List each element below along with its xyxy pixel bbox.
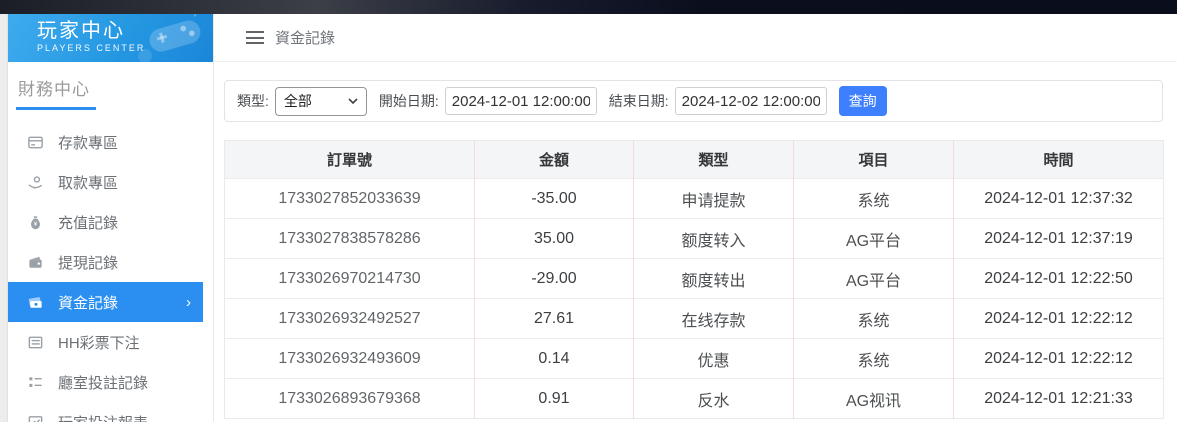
amount-cell: 35.00: [474, 218, 634, 259]
type-select-value: 全部: [283, 93, 312, 109]
sidebar-item-player-bet-report[interactable]: 玩家投注報表: [8, 402, 203, 422]
time-cell: 2024-12-01 12:37:19: [953, 218, 1164, 259]
project-cell: AG平台: [793, 258, 954, 299]
time-cell: 2024-12-01 12:22:50: [953, 258, 1164, 299]
project-cell: AG平台: [793, 218, 954, 259]
page-header: 資金記錄: [214, 14, 1177, 62]
col-project: 項目: [793, 140, 954, 179]
sidebar-header: 玩家中心 PLAYERS CENTER: [8, 14, 213, 62]
chevron-right-icon: ›: [186, 293, 191, 311]
time-cell: 2024-12-01 12:22:12: [953, 338, 1164, 379]
search-button[interactable]: 查詢: [838, 86, 887, 116]
table-row: 1733027838578286 35.00 额度转入 AG平台 2024-12…: [224, 218, 1164, 259]
sidebar-item-label: 存款專區: [58, 134, 119, 152]
time-cell: 2024-12-01 12:22:12: [953, 298, 1164, 339]
chevron-down-icon: [348, 98, 358, 104]
end-date-label: 結束日期:: [608, 93, 669, 109]
hamburger-icon[interactable]: [246, 31, 264, 44]
table-row: 1733026970214730 -29.00 额度转出 AG平台 2024-1…: [224, 258, 1164, 299]
sidebar-item-recharge-records[interactable]: ¥ 充值記錄: [8, 202, 203, 242]
sidebar-menu: 存款專區 取款專區 ¥ 充值記錄 提現記錄 資金記錄 ›: [8, 122, 213, 422]
sidebar-item-label: 取款專區: [58, 174, 119, 192]
report-chart-icon: [27, 414, 44, 422]
time-cell: 2024-12-01 12:37:32: [953, 178, 1164, 219]
project-cell: 系统: [793, 298, 954, 339]
sidebar-item-label: 提現記錄: [58, 254, 119, 272]
app-subtitle: PLAYERS CENTER: [37, 43, 146, 53]
sidebar-item-deposit-zone[interactable]: 存款專區: [8, 122, 203, 162]
sidebar-item-label: 資金記錄: [58, 294, 119, 312]
withdraw-hand-icon: [27, 174, 44, 191]
sidebar-item-hh-lottery-bets[interactable]: HH彩票下注: [8, 322, 203, 362]
table-row: 1733026893679368 0.91 反水 AG视讯 2024-12-01…: [224, 378, 1164, 419]
wallet-icon: [27, 254, 44, 271]
sidebar-item-label: 充值記錄: [58, 214, 119, 232]
order-no-cell: 1733026893679368: [224, 378, 475, 419]
moneybag-icon: ¥: [27, 214, 44, 231]
page-title: 資金記錄: [275, 30, 336, 47]
section-underline: [16, 107, 96, 110]
filter-bar: 類型: 全部 開始日期: 結束日期: 查詢: [224, 80, 1163, 122]
table-row: 1733027852033639 -35.00 申请提款 系统 2024-12-…: [224, 178, 1164, 219]
sidebar-item-withdrawal-records[interactable]: 提現記錄: [8, 242, 203, 282]
start-date-label: 開始日期:: [378, 93, 439, 109]
table-header-row: 訂單號 金額 類型 項目 時間: [224, 140, 1164, 179]
browser-top-strip: [0, 0, 1177, 14]
type-label: 類型:: [237, 93, 269, 109]
order-no-cell: 1733026932493609: [224, 338, 475, 379]
type-cell: 反水: [633, 378, 794, 419]
type-cell: 优惠: [633, 338, 794, 379]
type-cell: 申请提款: [633, 178, 794, 219]
end-date-input[interactable]: [674, 87, 827, 115]
col-time: 時間: [953, 140, 1164, 179]
sidebar-section-title: 財務中心: [18, 80, 90, 99]
type-cell: 额度转入: [633, 218, 794, 259]
sidebar: 玩家中心 PLAYERS CENTER 財務中心 存款專區: [8, 14, 214, 422]
sidebar-item-withdraw-zone[interactable]: 取款專區: [8, 162, 203, 202]
amount-cell: -35.00: [474, 178, 634, 219]
type-cell: 额度转出: [633, 258, 794, 299]
clipboard-list-icon: [27, 374, 44, 391]
list-icon: [27, 334, 44, 351]
type-select[interactable]: 全部: [274, 86, 367, 116]
col-amount: 金額: [474, 140, 634, 179]
left-scrollbar[interactable]: [0, 14, 8, 422]
table-row: 1733026932492527 27.61 在线存款 系统 2024-12-0…: [224, 298, 1164, 339]
order-no-cell: 1733026932492527: [224, 298, 475, 339]
sidebar-item-fund-records[interactable]: 資金記錄 ›: [8, 282, 203, 322]
sidebar-item-label: 玩家投注報表: [58, 412, 148, 422]
project-cell: 系统: [793, 338, 954, 379]
table-row: 1733026932493609 0.14 优惠 系统 2024-12-01 1…: [224, 338, 1164, 379]
banknotes-icon: [27, 294, 44, 311]
project-cell: AG视讯: [793, 378, 954, 419]
content-area: 類型: 全部 開始日期: 結束日期: 查詢 訂單號 金額 類型 項目 時間: [214, 62, 1177, 419]
amount-cell: 0.91: [474, 378, 634, 419]
sidebar-item-room-bet-records[interactable]: 廳室投註記錄: [8, 362, 203, 402]
sidebar-item-label: 廳室投註記錄: [58, 374, 149, 392]
col-order-no: 訂單號: [224, 140, 475, 179]
gamepad-icon: [138, 14, 201, 62]
svg-text:¥: ¥: [34, 220, 38, 227]
order-no-cell: 1733027852033639: [224, 178, 475, 219]
sidebar-item-label: HH彩票下注: [58, 334, 140, 352]
amount-cell: -29.00: [474, 258, 634, 299]
type-cell: 在线存款: [633, 298, 794, 339]
order-no-cell: 1733027838578286: [224, 218, 475, 259]
start-date-input[interactable]: [444, 87, 597, 115]
deposit-card-icon: [27, 134, 44, 151]
amount-cell: 0.14: [474, 338, 634, 379]
project-cell: 系统: [793, 178, 954, 219]
order-no-cell: 1733026970214730: [224, 258, 475, 299]
col-type: 類型: [633, 140, 794, 179]
fund-records-table: 訂單號 金額 類型 項目 時間 1733027852033639 -35.00 …: [224, 140, 1164, 419]
amount-cell: 27.61: [474, 298, 634, 339]
time-cell: 2024-12-01 12:21:33: [953, 378, 1164, 419]
main-content: 資金記錄 類型: 全部 開始日期: 結束日期: 查詢 訂單號 金額 類型 項目: [214, 14, 1177, 422]
app-title: 玩家中心: [37, 20, 125, 42]
